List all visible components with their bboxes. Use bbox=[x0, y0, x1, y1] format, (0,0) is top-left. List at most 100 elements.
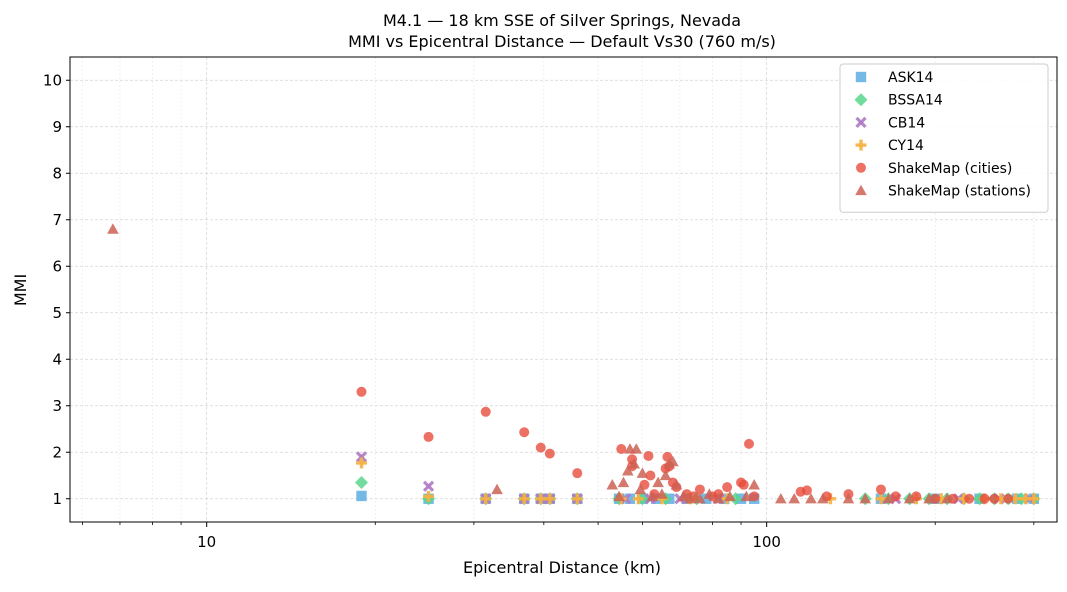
data-point-cb14 bbox=[355, 451, 368, 463]
data-point-shakemap-stations bbox=[694, 492, 706, 504]
data-point-shakemap-stations bbox=[667, 455, 679, 467]
data-point-shakemap-cities bbox=[616, 443, 627, 454]
data-point-shakemap-stations bbox=[740, 490, 753, 502]
data-point-shakemap-stations bbox=[775, 492, 787, 504]
y-tick-label: 2 bbox=[52, 443, 62, 461]
data-point-shakemap-cities bbox=[875, 484, 886, 495]
plot-frame bbox=[69, 56, 1058, 523]
legend-label: CY14 bbox=[888, 138, 924, 154]
x-tick-label: 10 bbox=[197, 533, 216, 551]
data-point-shakemap-stations bbox=[659, 469, 672, 481]
x-tick-label: 100 bbox=[752, 533, 781, 551]
data-point-shakemap-cities bbox=[643, 450, 654, 461]
y-tick-label: 4 bbox=[52, 350, 62, 368]
data-point-shakemap-stations bbox=[628, 458, 640, 469]
data-point-shakemap-stations bbox=[684, 492, 696, 504]
data-point-shakemap-cities bbox=[744, 438, 755, 449]
legend-label: CB14 bbox=[888, 115, 925, 131]
data-point-shakemap-stations bbox=[613, 490, 625, 502]
legend-marker bbox=[855, 116, 867, 129]
data-point-shakemap-stations bbox=[903, 492, 916, 504]
series-shakemap-cities bbox=[356, 386, 1014, 504]
data-point-shakemap-cities bbox=[645, 470, 656, 481]
data-point-shakemap-cities bbox=[1003, 493, 1014, 504]
legend-label: ShakeMap (cities) bbox=[888, 161, 1012, 177]
data-point-shakemap-cities bbox=[356, 386, 367, 397]
data-point-shakemap-cities bbox=[801, 485, 812, 496]
data-point-shakemap-stations bbox=[941, 492, 953, 504]
data-point-bssa14 bbox=[355, 475, 369, 489]
data-point-shakemap-cities bbox=[572, 468, 583, 479]
legend: ASK14 BSSA14 CB14 CY14 ShakeMap (cities) Shak… bbox=[839, 63, 1049, 213]
data-point-shakemap-cities bbox=[911, 491, 922, 502]
data-point-shakemap-stations bbox=[606, 479, 619, 490]
data-point-shakemap-stations bbox=[724, 490, 736, 502]
data-point-shakemap-cities bbox=[423, 431, 434, 442]
data-point-ask14 bbox=[356, 490, 367, 502]
legend-label: BSSA14 bbox=[888, 93, 943, 109]
legend-marker bbox=[855, 139, 867, 151]
data-point-shakemap-stations bbox=[670, 479, 683, 490]
data-point-shakemap-cities bbox=[544, 448, 555, 459]
data-point-shakemap-cities bbox=[535, 442, 546, 453]
legend-label: ASK14 bbox=[888, 70, 934, 86]
data-point-shakemap-cities bbox=[480, 406, 491, 417]
axes: 1 2 3 4 5 6 7 8 9 10 10 100 bbox=[43, 71, 1035, 551]
data-point-cy14 bbox=[875, 493, 887, 505]
data-point-cy14 bbox=[518, 493, 530, 505]
data-point-shakemap-stations bbox=[805, 492, 817, 504]
data-point-shakemap-stations bbox=[630, 443, 643, 454]
legend-label: ShakeMap (stations) bbox=[888, 184, 1031, 200]
data-point-shakemap-stations bbox=[677, 490, 690, 502]
data-point-cy14 bbox=[571, 493, 583, 505]
data-point-shakemap-stations bbox=[646, 490, 659, 502]
data-point-shakemap-stations bbox=[748, 479, 760, 490]
y-axis-label: MMI bbox=[11, 274, 30, 306]
x-axis-label: Epicentral Distance (km) bbox=[463, 558, 661, 577]
legend-box bbox=[839, 63, 1049, 213]
legend-marker-stroke bbox=[855, 116, 867, 129]
legend-marker bbox=[856, 162, 866, 173]
data-point-shakemap-cities bbox=[979, 493, 990, 504]
data-point-shakemap-cities bbox=[722, 482, 733, 493]
data-point-shakemap-stations bbox=[622, 465, 634, 476]
data-point-shakemap-stations bbox=[617, 476, 630, 488]
series-shakemap-stations bbox=[107, 223, 953, 504]
data-point-shakemap-stations bbox=[652, 476, 664, 488]
data-point-cy14 bbox=[480, 493, 492, 505]
data-point-cy14 bbox=[1028, 493, 1040, 505]
data-point-shakemap-cities bbox=[519, 427, 530, 438]
data-point-shakemap-cities bbox=[989, 493, 1000, 504]
data-point-shakemap-stations bbox=[859, 492, 872, 504]
y-tick-label: 7 bbox=[52, 211, 62, 229]
y-tick-label: 3 bbox=[52, 397, 62, 415]
data-point-shakemap-stations bbox=[842, 492, 855, 504]
data-point-cb14 bbox=[422, 480, 435, 492]
data-point-shakemap-stations bbox=[788, 492, 801, 504]
data-point-shakemap-stations bbox=[107, 223, 119, 234]
data-point-shakemap-cities bbox=[890, 491, 901, 502]
y-tick-label: 8 bbox=[52, 164, 62, 182]
legend-marker bbox=[855, 71, 867, 83]
data-point-shakemap-stations bbox=[703, 488, 716, 499]
data-point-cy14 bbox=[356, 457, 368, 469]
data-point-cy14 bbox=[632, 493, 644, 505]
data-point-shakemap-stations bbox=[923, 492, 935, 504]
data-point-shakemap-stations bbox=[712, 492, 725, 504]
y-tick-label: 10 bbox=[43, 71, 62, 89]
data-point-shakemap-stations bbox=[817, 492, 829, 504]
data-point-cy14 bbox=[544, 493, 556, 505]
data-point-shakemap-stations bbox=[882, 492, 895, 504]
data-point-cy14 bbox=[423, 490, 435, 502]
data-layer bbox=[107, 223, 1041, 506]
chart-title: M4.1 — 18 km SSE of Silver Springs, Neva… bbox=[383, 11, 741, 30]
legend-marker bbox=[854, 93, 868, 107]
y-tick-label: 1 bbox=[52, 490, 62, 508]
data-point-shakemap-cities bbox=[964, 493, 975, 504]
data-point-shakemap-stations bbox=[636, 467, 649, 478]
data-point-shakemap-stations bbox=[656, 488, 668, 499]
data-point-shakemap-stations bbox=[634, 483, 647, 495]
data-point-shakemap-cities bbox=[749, 491, 760, 502]
data-point-ask14 bbox=[624, 493, 636, 504]
